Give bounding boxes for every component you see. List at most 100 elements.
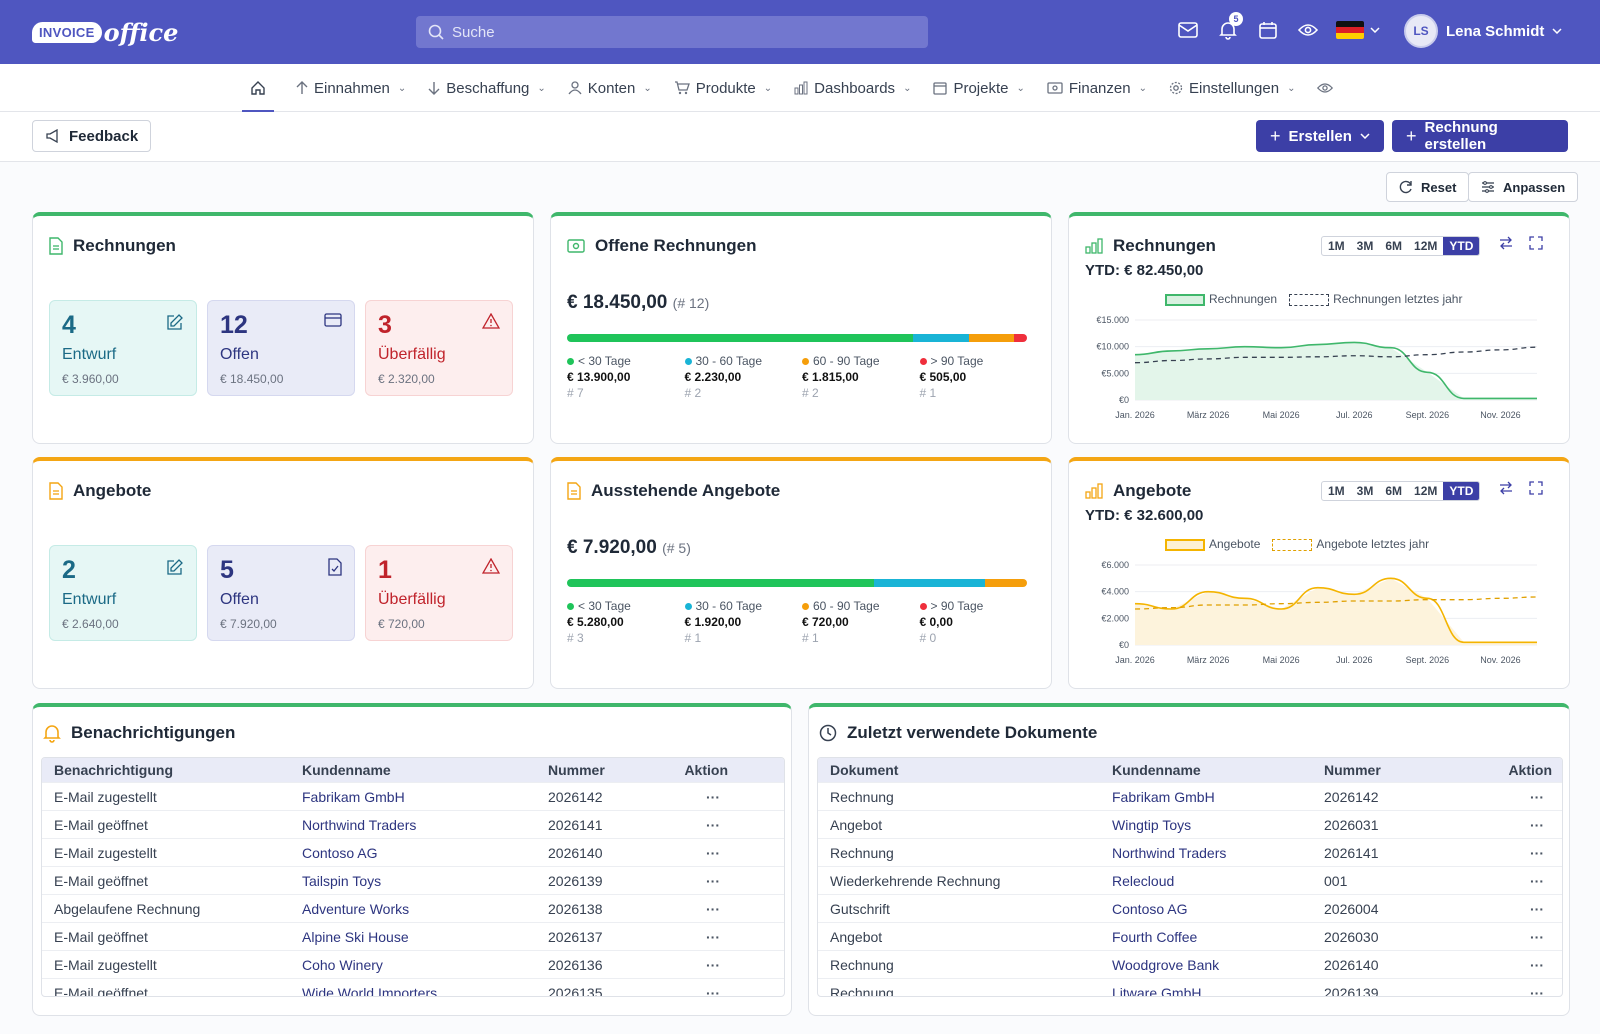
calendar-icon[interactable]: [1256, 18, 1280, 42]
feedback-button[interactable]: Feedback: [32, 120, 152, 152]
more-actions-icon[interactable]: ···: [706, 984, 720, 997]
table-row[interactable]: Rechnung Fabrikam GmbH 2026142 ···: [818, 782, 1562, 810]
reset-button[interactable]: Reset: [1386, 172, 1470, 202]
period-1m[interactable]: 1M: [1328, 239, 1345, 253]
customer-link[interactable]: Coho Winery: [302, 956, 383, 973]
create-dropdown-button[interactable]: + Erstellen: [1256, 120, 1384, 152]
more-actions-icon[interactable]: ···: [1530, 956, 1544, 973]
period-3m[interactable]: 3M: [1356, 484, 1374, 498]
table-row[interactable]: Angebot Fourth Coffee 2026030 ···: [818, 922, 1562, 950]
customer-link[interactable]: Woodgrove Bank: [1112, 956, 1220, 973]
customer-link[interactable]: Alpine Ski House: [302, 928, 409, 945]
more-actions-icon[interactable]: ···: [1530, 872, 1544, 889]
column-header[interactable]: Dokument: [830, 762, 899, 778]
customer-link[interactable]: Fabrikam GmbH: [302, 788, 405, 805]
nav-konten[interactable]: Konten ⌄: [568, 64, 652, 112]
more-actions-icon[interactable]: ···: [1530, 816, 1544, 833]
table-row[interactable]: Angebot Wingtip Toys 2026031 ···: [818, 810, 1562, 838]
customer-link[interactable]: Adventure Works: [302, 900, 410, 917]
nav-einstellungen[interactable]: Einstellungen ⌄: [1169, 64, 1295, 112]
period-ytd[interactable]: YTD: [1443, 482, 1480, 500]
user-menu[interactable]: LS Lena Schmidt: [1404, 14, 1562, 48]
customer-link[interactable]: Northwind Traders: [302, 816, 417, 833]
table-row[interactable]: Abgelaufene Rechnung Adventure Works 20261…: [42, 894, 784, 922]
nav-home[interactable]: [242, 64, 274, 112]
more-actions-icon[interactable]: ···: [1530, 900, 1544, 917]
table-row[interactable]: E-Mail zugestellt Fabrikam GmbH 2026142 ···: [42, 782, 784, 810]
nav-produkte[interactable]: Produkte ⌄: [674, 64, 772, 112]
period-3m[interactable]: 3M: [1356, 239, 1374, 253]
column-header[interactable]: Kundenname: [302, 762, 391, 778]
nav-finanzen[interactable]: Finanzen ⌄: [1047, 64, 1147, 112]
table-row[interactable]: E-Mail geöffnet Tailspin Toys 2026139 ···: [42, 866, 784, 894]
column-header[interactable]: Benachrichtigung: [54, 762, 174, 778]
create-invoice-button[interactable]: + Rechnung erstellen: [1392, 119, 1568, 153]
customize-button[interactable]: Anpassen: [1468, 172, 1579, 202]
more-actions-icon[interactable]: ···: [706, 788, 720, 805]
column-header[interactable]: Kundenname: [1112, 762, 1201, 778]
column-header[interactable]: Nummer: [548, 762, 605, 778]
table-row[interactable]: E-Mail geöffnet Wide World Importers 20261…: [42, 978, 784, 997]
table-row[interactable]: Rechnung Woodgrove Bank 2026140 ···: [818, 950, 1562, 978]
nav-einnahmen[interactable]: Einnahmen ⌄: [296, 64, 406, 112]
more-actions-icon[interactable]: ···: [1530, 844, 1544, 861]
more-actions-icon[interactable]: ···: [706, 928, 720, 945]
bell-icon[interactable]: 5: [1216, 12, 1243, 42]
mail-icon[interactable]: [1176, 18, 1200, 42]
table-row[interactable]: E-Mail zugestellt Contoso AG 2026140 ···: [42, 838, 784, 866]
column-header[interactable]: Aktion: [684, 762, 728, 778]
app-logo[interactable]: INVOICE office: [32, 14, 178, 50]
nav-beschaffung[interactable]: Beschaffung ⌄: [428, 64, 546, 112]
period-6m[interactable]: 6M: [1385, 239, 1403, 253]
invoice-draft-tile[interactable]: 4 Entwurf € 3.960,00: [49, 300, 197, 396]
customer-link[interactable]: Litware GmbH: [1112, 984, 1202, 997]
cell-number: 2026141: [1324, 844, 1379, 861]
column-header[interactable]: Nummer: [1324, 762, 1381, 778]
swap-icon[interactable]: [1499, 481, 1513, 495]
column-header[interactable]: Aktion: [1508, 762, 1552, 778]
table-row[interactable]: Rechnung Northwind Traders 2026141 ···: [818, 838, 1562, 866]
period-1m[interactable]: 1M: [1328, 484, 1345, 498]
period-12m[interactable]: 12M: [1414, 239, 1438, 253]
more-actions-icon[interactable]: ···: [1530, 928, 1544, 945]
customer-link[interactable]: Contoso AG: [302, 844, 378, 861]
language-selector[interactable]: [1336, 18, 1380, 42]
nav-visibility[interactable]: [1317, 64, 1334, 112]
more-actions-icon[interactable]: ···: [706, 844, 720, 861]
customer-link[interactable]: Tailspin Toys: [302, 872, 382, 889]
eye-icon[interactable]: [1296, 18, 1320, 42]
quote-open-tile[interactable]: 5 Offen € 7.920,00: [207, 545, 355, 641]
period-6m[interactable]: 6M: [1385, 484, 1403, 498]
more-actions-icon[interactable]: ···: [1530, 788, 1544, 805]
table-row[interactable]: Gutschrift Contoso AG 2026004 ···: [818, 894, 1562, 922]
nav-projekte[interactable]: Projekte ⌄: [933, 64, 1025, 112]
customer-link[interactable]: Northwind Traders: [1112, 844, 1227, 861]
more-actions-icon[interactable]: ···: [706, 900, 720, 917]
table-row[interactable]: E-Mail zugestellt Coho Winery 2026136 ···: [42, 950, 784, 978]
table-row[interactable]: Rechnung Litware GmbH 2026139 ···: [818, 978, 1562, 997]
quote-draft-tile[interactable]: 2 Entwurf € 2.640,00: [49, 545, 197, 641]
table-row[interactable]: E-Mail geöffnet Northwind Traders 2026141 ·…: [42, 810, 784, 838]
table-row[interactable]: Wiederkehrende Rechnung Relecloud 001 ···: [818, 866, 1562, 894]
period-12m[interactable]: 12M: [1414, 484, 1438, 498]
more-actions-icon[interactable]: ···: [1530, 984, 1544, 997]
invoice-open-tile[interactable]: 12 Offen € 18.450,00: [207, 300, 355, 396]
quote-overdue-tile[interactable]: 1 Überfällig € 720,00: [365, 545, 513, 641]
nav-dashboards[interactable]: Dashboards ⌄: [794, 64, 911, 112]
customer-link[interactable]: Wingtip Toys: [1112, 816, 1192, 833]
expand-icon[interactable]: [1529, 236, 1543, 250]
customer-link[interactable]: Fourth Coffee: [1112, 928, 1198, 945]
expand-icon[interactable]: [1529, 481, 1543, 495]
period-ytd[interactable]: YTD: [1443, 237, 1480, 255]
table-row[interactable]: E-Mail geöffnet Alpine Ski House 2026137 ··…: [42, 922, 784, 950]
more-actions-icon[interactable]: ···: [706, 816, 720, 833]
customer-link[interactable]: Contoso AG: [1112, 900, 1188, 917]
search-input[interactable]: Suche: [416, 16, 928, 48]
more-actions-icon[interactable]: ···: [706, 956, 720, 973]
customer-link[interactable]: Relecloud: [1112, 872, 1175, 889]
customer-link[interactable]: Wide World Importers: [302, 984, 438, 997]
invoice-overdue-tile[interactable]: 3 Überfällig € 2.320,00: [365, 300, 513, 396]
swap-icon[interactable]: [1499, 236, 1513, 250]
more-actions-icon[interactable]: ···: [706, 872, 720, 889]
customer-link[interactable]: Fabrikam GmbH: [1112, 788, 1215, 805]
